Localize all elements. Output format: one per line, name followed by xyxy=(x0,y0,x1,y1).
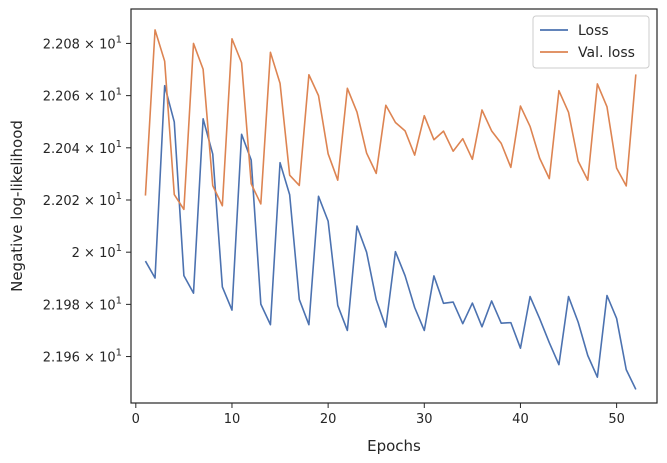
series-line-2 xyxy=(144,29,637,211)
x-tick-label: 0 xyxy=(132,412,140,427)
x-tick-label: 30 xyxy=(416,412,433,427)
y-tick-label: 2.196 × 101 xyxy=(43,348,122,366)
y-tick-label: 2 × 101 xyxy=(72,243,122,261)
x-axis-label: Epochs xyxy=(367,437,421,455)
y-tick-label: 2.204 × 101 xyxy=(43,139,122,157)
legend-box xyxy=(532,15,650,69)
series-layer xyxy=(144,29,637,390)
y-tick-label: 2.208 × 101 xyxy=(43,34,122,52)
legend: Loss Val. loss xyxy=(532,15,650,69)
plot-frame xyxy=(130,8,658,404)
series-line-1 xyxy=(144,84,637,390)
legend-label-1: Loss xyxy=(578,23,609,39)
x-tick-label: 20 xyxy=(320,412,337,427)
y-axis-label: Negative log-likelihood xyxy=(8,120,26,292)
y-tick-label: 2.198 × 101 xyxy=(43,295,122,313)
y-tick-label: 2.206 × 101 xyxy=(43,87,122,105)
y-axis-ticks: 2.196 × 101 2.198 × 101 2 × 101 2.202 × 101… xyxy=(43,34,131,366)
y-tick-label: 2.202 × 101 xyxy=(43,191,122,209)
x-tick-label: 10 xyxy=(224,412,241,427)
legend-label-2: Val. loss xyxy=(578,45,635,61)
x-axis-ticks: 0 10 20 30 40 50 xyxy=(132,403,625,427)
x-tick-label: 50 xyxy=(608,412,625,427)
x-tick-label: 40 xyxy=(512,412,529,427)
